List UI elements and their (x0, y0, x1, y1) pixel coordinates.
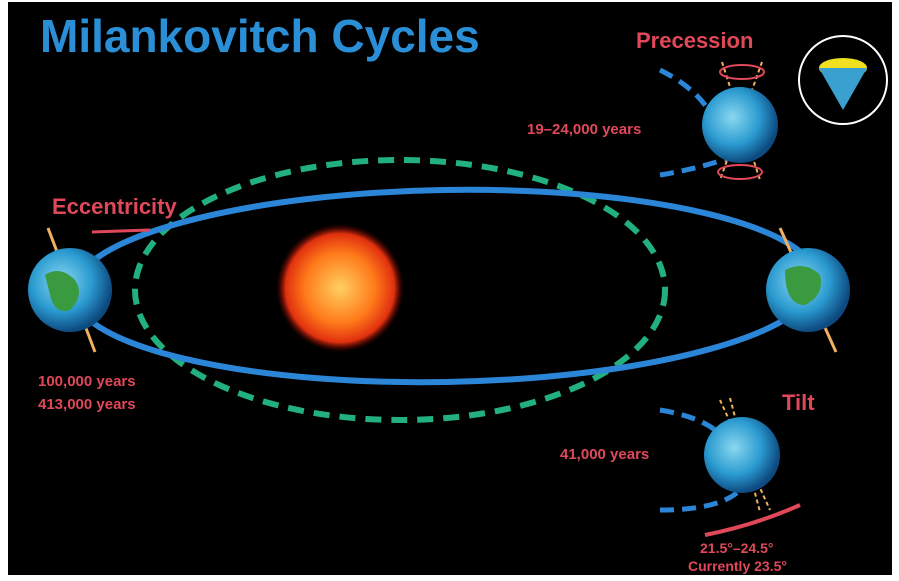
sun (276, 224, 404, 352)
eccentricity-period: 413,000 years (38, 396, 136, 413)
precession-icon (799, 36, 887, 124)
tilt-period: 41,000 years (560, 446, 649, 463)
precession-period: 19–24,000 years (527, 121, 641, 138)
precession-label: Precession (636, 28, 753, 53)
eccentricity-arrow (92, 230, 150, 232)
eccentricity-label: Eccentricity (52, 194, 177, 219)
tilt-label: Tilt (782, 390, 815, 415)
tilt-range: 21.5°–24.5° (700, 540, 773, 556)
title: Milankovitch Cycles (40, 10, 480, 62)
eccentricity-period: 100,000 years (38, 373, 136, 390)
tilt-current: Currently 23.5° (688, 558, 787, 574)
background (8, 2, 892, 575)
diagram: Milankovitch Cycles Precession 19–24,000… (0, 0, 899, 581)
